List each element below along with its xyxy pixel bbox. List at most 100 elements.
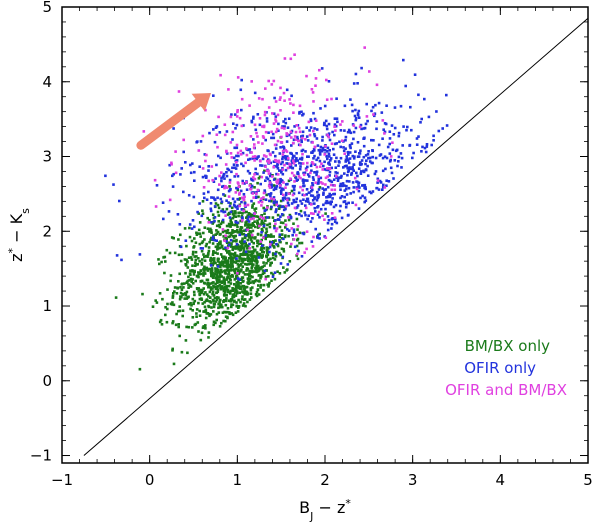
scatter-point <box>182 150 185 154</box>
scatter-point <box>262 236 265 239</box>
scatter-point <box>331 130 334 134</box>
scatter-point <box>220 321 223 325</box>
scatter-point <box>255 261 258 265</box>
scatter-point <box>201 240 205 243</box>
scatter-point <box>208 240 211 244</box>
scatter-point <box>393 159 397 162</box>
scatter-point <box>214 300 218 303</box>
scatter-point <box>234 167 238 170</box>
scatter-point <box>214 245 218 249</box>
scatter-point <box>193 255 196 258</box>
scatter-point <box>287 203 291 207</box>
scatter-point <box>284 193 288 197</box>
scatter-point <box>232 203 236 206</box>
scatter-point <box>160 260 163 264</box>
scatter-point <box>179 291 183 295</box>
scatter-point <box>190 227 194 230</box>
scatter-point <box>194 279 197 283</box>
scatter-point <box>249 287 253 290</box>
scatter-point <box>215 318 218 322</box>
scatter-point <box>204 316 208 320</box>
scatter-point <box>206 282 209 285</box>
scatter-point <box>316 190 319 194</box>
scatter-point <box>246 300 249 304</box>
scatter-point <box>445 124 449 127</box>
scatter-point <box>234 215 238 218</box>
scatter-point <box>425 143 429 146</box>
scatter-point <box>263 169 266 173</box>
scatter-point <box>363 183 367 187</box>
scatter-point <box>257 279 260 283</box>
scatter-point <box>334 124 338 128</box>
scatter-point <box>295 244 299 248</box>
scatter-point <box>182 286 185 289</box>
scatter-point <box>330 222 334 226</box>
scatter-point <box>247 279 251 282</box>
scatter-point <box>281 198 285 202</box>
scatter-point <box>198 293 202 297</box>
scatter-point <box>243 240 246 243</box>
scatter-point <box>397 134 401 138</box>
scatter-point <box>246 228 249 232</box>
scatter-point <box>324 176 328 180</box>
scatter-point <box>259 215 262 219</box>
scatter-point <box>273 246 276 249</box>
scatter-point <box>268 245 272 249</box>
scatter-point <box>244 286 247 289</box>
scatter-point <box>339 182 342 186</box>
scatter-point <box>279 109 282 112</box>
scatter-point <box>445 93 448 97</box>
scatter-point <box>234 245 238 248</box>
scatter-point <box>286 155 289 158</box>
scatter-point <box>363 46 366 49</box>
scatter-point <box>217 302 220 306</box>
scatter-point <box>231 293 235 297</box>
scatter-point <box>220 244 224 248</box>
scatter-point <box>354 108 357 112</box>
scatter-point <box>283 155 287 158</box>
scatter-point <box>236 181 240 184</box>
scatter-point <box>209 288 213 291</box>
scatter-point <box>235 281 238 284</box>
scatter-point <box>334 171 337 174</box>
scatter-point <box>222 210 225 214</box>
scatter-point <box>228 178 232 182</box>
scatter-point <box>347 153 350 156</box>
scatter-point <box>343 164 347 168</box>
scatter-point <box>377 143 381 147</box>
scatter-point <box>315 128 319 131</box>
scatter-point <box>400 166 403 169</box>
scatter-point <box>272 112 276 115</box>
scatter-point <box>281 125 284 128</box>
scatter-point <box>277 204 280 208</box>
scatter-point <box>269 240 272 244</box>
scatter-point <box>212 310 215 313</box>
scatter-point <box>244 234 248 237</box>
scatter-point <box>267 161 271 164</box>
scatter-point <box>249 231 253 234</box>
scatter-point <box>204 291 207 294</box>
scatter-point <box>343 200 347 203</box>
scatter-point <box>273 224 276 228</box>
x-tick-label: 1 <box>233 471 243 489</box>
scatter-point <box>198 297 202 301</box>
scatter-point <box>377 188 381 191</box>
scatter-point <box>389 155 393 158</box>
scatter-point <box>328 155 331 158</box>
scatter-point <box>364 168 368 172</box>
scatter-point <box>212 234 215 237</box>
scatter-point <box>219 268 223 272</box>
scatter-point <box>220 275 223 278</box>
scatter-point <box>264 231 268 235</box>
scatter-point <box>204 308 208 312</box>
scatter-point <box>312 111 315 115</box>
scatter-point <box>238 245 242 248</box>
scatter-point <box>243 262 247 266</box>
scatter-point <box>214 177 217 180</box>
scatter-point <box>218 272 222 275</box>
scatter-point <box>199 272 203 276</box>
scatter-point <box>388 160 392 163</box>
scatter-point <box>238 269 241 273</box>
scatter-point <box>316 144 320 147</box>
scatter-point <box>356 141 360 144</box>
